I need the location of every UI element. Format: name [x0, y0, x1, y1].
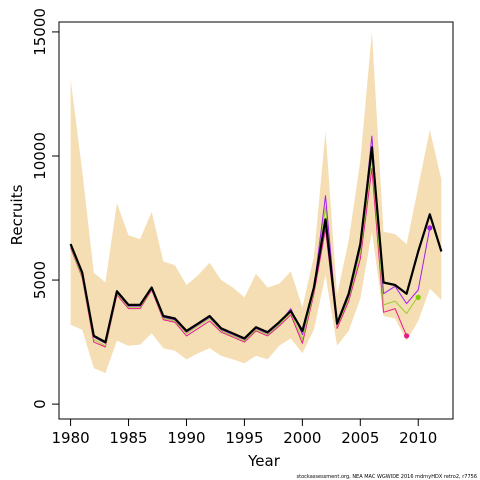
end-points-layer [404, 225, 433, 339]
confidence-band-layer [70, 31, 442, 374]
x-tick-label: 1995 [225, 429, 263, 447]
y-tick-label: 0 [31, 399, 49, 409]
credit-text: stockassessment.org, NEA MAC WGWIDE 2016… [297, 474, 477, 480]
x-axis: 1980 1985 1990 1995 2000 2005 2010 [51, 418, 437, 447]
y-tick-label: 15000 [31, 8, 49, 56]
confidence-band [70, 31, 442, 374]
series-line-0 [69, 146, 443, 344]
end-point-2 [427, 225, 433, 231]
y-tick-label: 10000 [31, 132, 49, 180]
end-point-0 [404, 333, 410, 339]
end-point-1 [415, 294, 421, 300]
series-line-1 [70, 167, 408, 348]
y-axis: 0 5000 10000 15000 [31, 8, 60, 409]
x-axis-label: Year [247, 452, 281, 470]
x-tick-label: 1985 [109, 429, 147, 447]
x-tick-label: 2010 [399, 429, 437, 447]
x-tick-label: 2000 [283, 429, 321, 447]
x-tick-label: 1980 [51, 429, 89, 447]
y-axis-label: Recruits [8, 184, 26, 245]
x-tick-label: 2005 [341, 429, 379, 447]
series-layer [69, 135, 443, 348]
x-tick-label: 1990 [167, 429, 205, 447]
y-tick-label: 5000 [31, 261, 49, 299]
series-line-2 [70, 156, 419, 347]
